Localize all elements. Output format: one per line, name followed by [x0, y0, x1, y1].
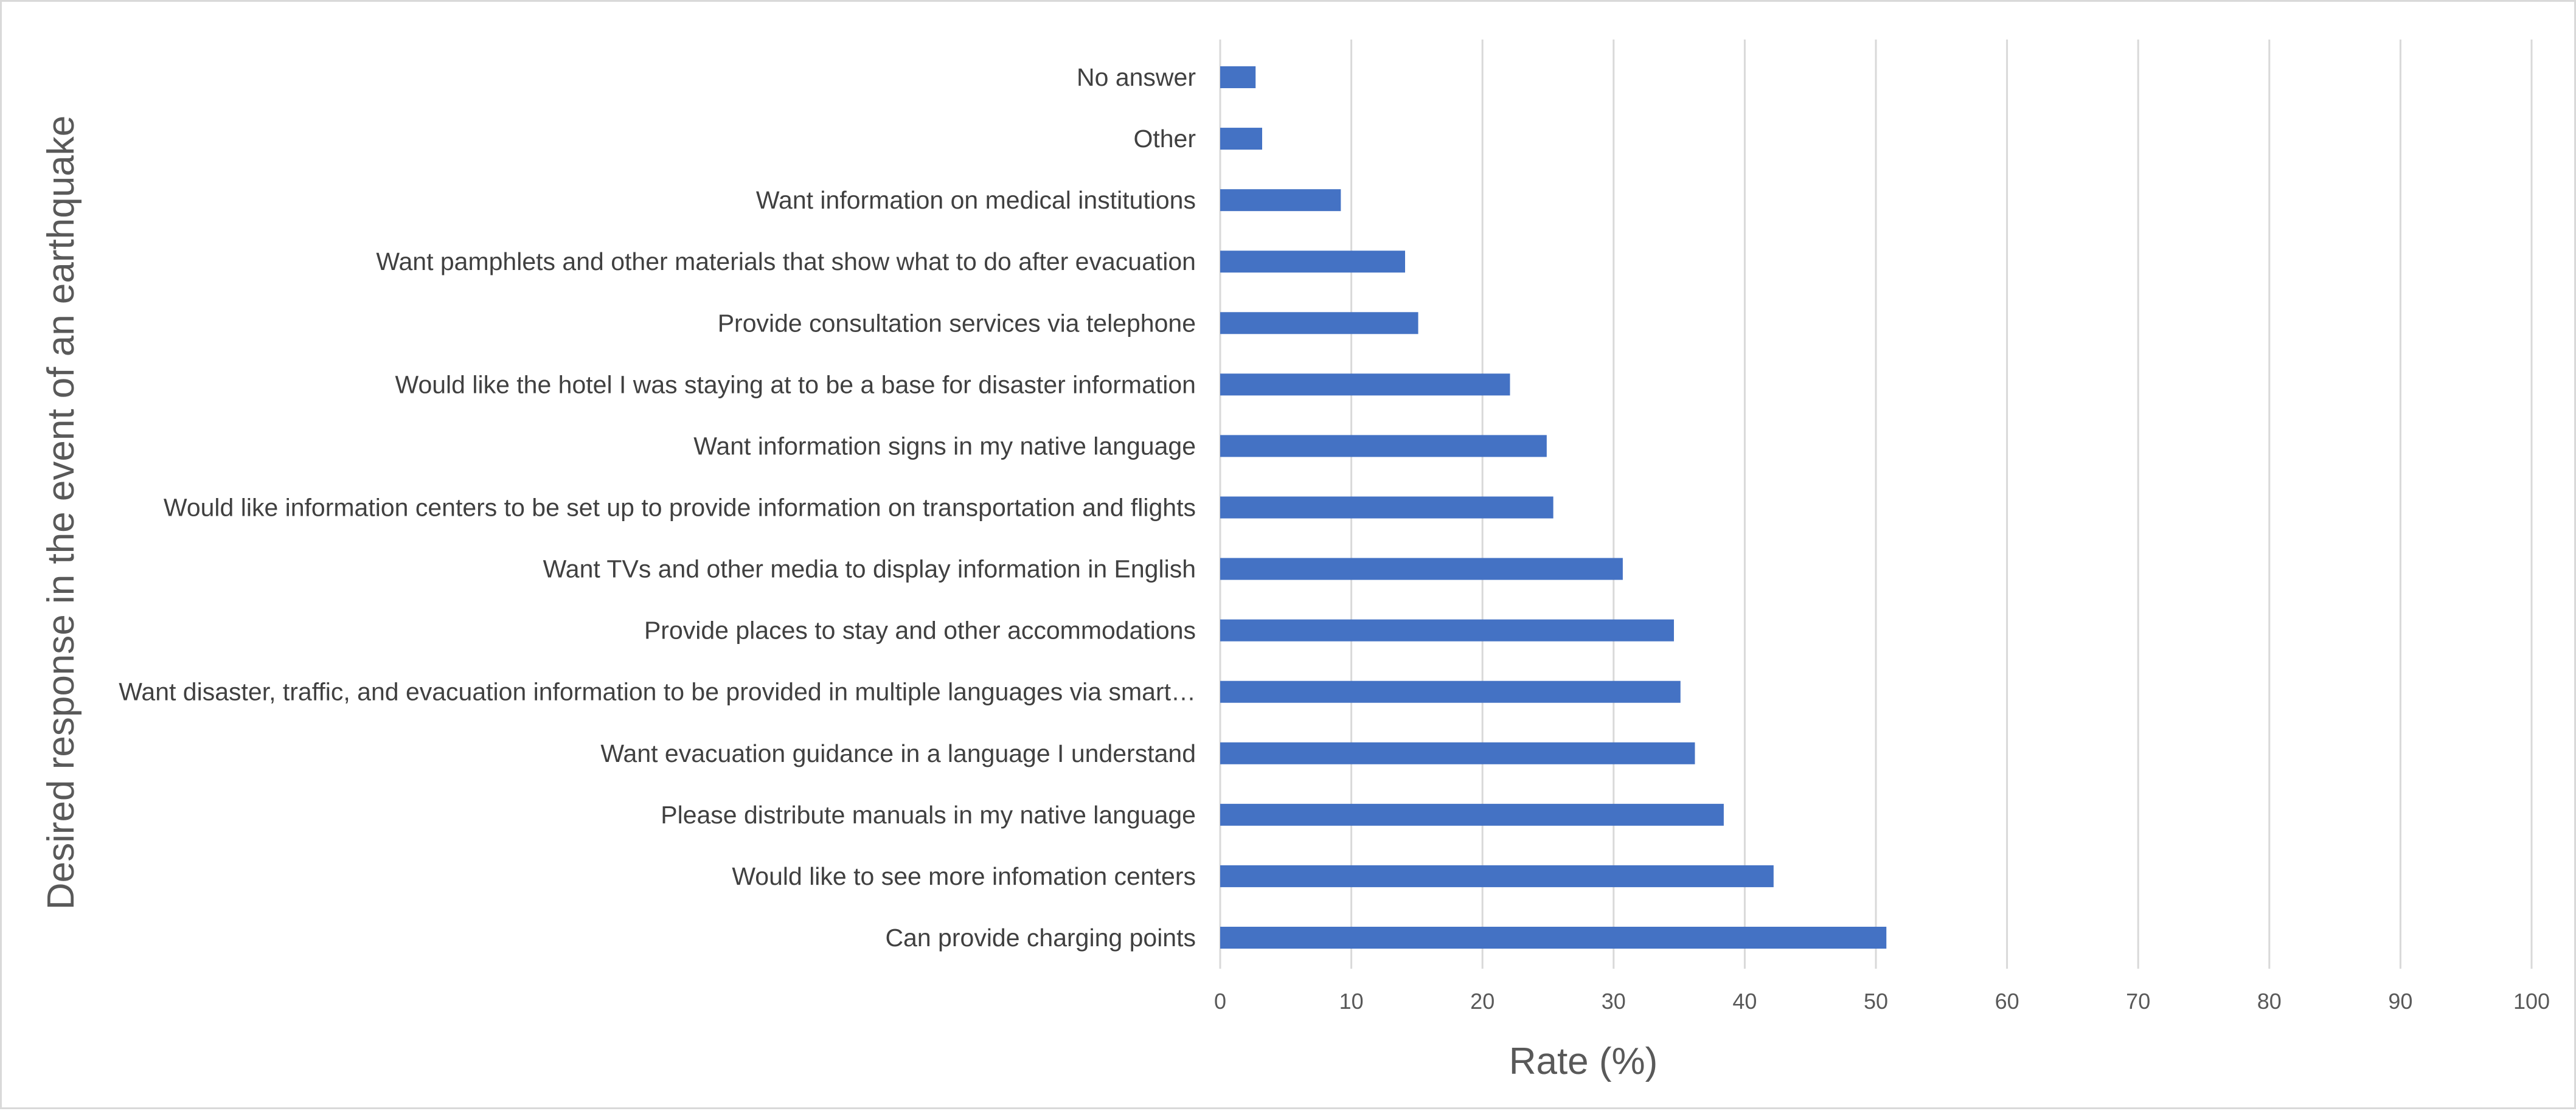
category-label-10: Provide consultation services via teleph… — [718, 309, 1196, 337]
x-tick-label-10: 10 — [1339, 989, 1364, 1014]
bar-8 — [1220, 435, 1547, 457]
category-labels: Can provide charging points Would like to… — [119, 63, 1196, 952]
bars — [1220, 66, 1887, 949]
category-label-4: Want disaster, traffic, and evacuation i… — [119, 678, 1196, 706]
category-label-6: Want TVs and other media to display info… — [543, 555, 1196, 583]
bar-12 — [1220, 189, 1341, 212]
bar-14 — [1220, 66, 1256, 88]
category-label-12: Want information on medical institutions — [756, 186, 1196, 214]
x-tick-label-60: 60 — [1995, 989, 2019, 1014]
y-axis-title: Desired response in the event of an eart… — [40, 116, 82, 910]
category-label-3: Want evacuation guidance in a language I… — [600, 739, 1196, 767]
bar-1 — [1220, 865, 1774, 887]
category-label-7: Would like information centers to be set… — [164, 494, 1196, 522]
category-label-5: Provide places to stay and other accommo… — [644, 617, 1196, 645]
bar-2 — [1220, 803, 1724, 826]
x-tick-label-0: 0 — [1214, 989, 1226, 1014]
bar-4 — [1220, 680, 1681, 703]
x-tick-label-70: 70 — [2126, 989, 2150, 1014]
category-label-9: Would like the hotel I was staying at to… — [395, 370, 1196, 398]
bar-7 — [1220, 496, 1554, 519]
x-tick-label-40: 40 — [1732, 989, 1757, 1014]
category-label-8: Want information signs in my native lang… — [693, 432, 1196, 460]
bar-13 — [1220, 128, 1262, 150]
category-label-11: Want pamphlets and other materials that … — [376, 247, 1196, 275]
x-tick-label-100: 100 — [2513, 989, 2550, 1014]
bar-5 — [1220, 619, 1674, 642]
x-tick-label-50: 50 — [1864, 989, 1888, 1014]
bar-10 — [1220, 312, 1418, 334]
category-label-2: Please distribute manuals in my native l… — [661, 801, 1196, 829]
x-axis-title: Rate (%) — [1509, 1040, 1658, 1082]
x-tick-label-80: 80 — [2257, 989, 2282, 1014]
gridlines — [1219, 40, 2533, 969]
x-tick-label-30: 30 — [1602, 989, 1626, 1014]
bar-0 — [1220, 927, 1887, 949]
category-label-13: Other — [1133, 125, 1196, 153]
category-label-1: Would like to see more infomation center… — [732, 862, 1196, 890]
bar-9 — [1220, 373, 1510, 396]
category-label-14: No answer — [1077, 63, 1196, 91]
category-label-0: Can provide charging points — [885, 924, 1196, 952]
bar-3 — [1220, 742, 1695, 764]
bar-11 — [1220, 251, 1405, 273]
x-tick-label-20: 20 — [1470, 989, 1495, 1014]
bar-6 — [1220, 558, 1623, 580]
x-tick-label-90: 90 — [2388, 989, 2412, 1014]
x-tick-labels: 0 10 20 30 40 50 60 70 80 90 100 — [1214, 989, 2550, 1014]
